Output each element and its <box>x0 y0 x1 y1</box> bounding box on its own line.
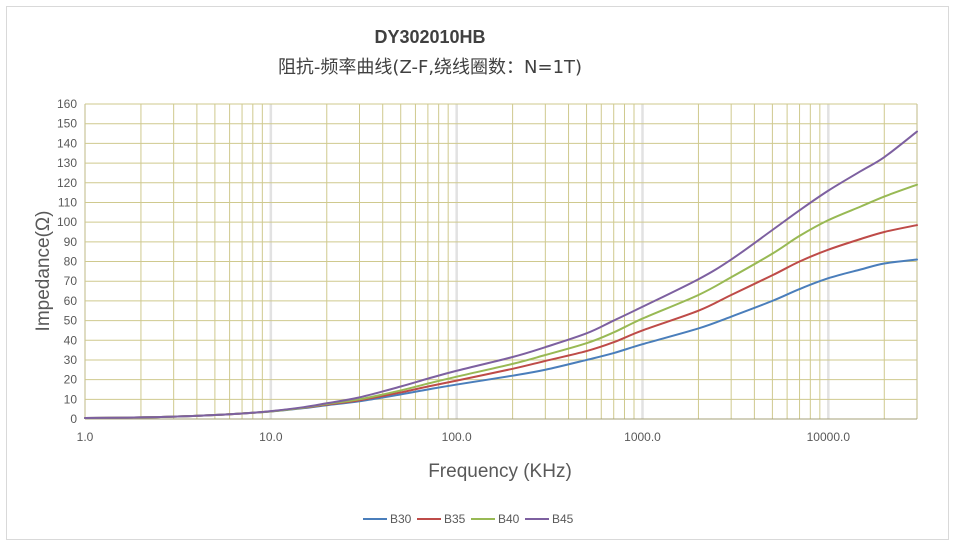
y-tick-label: 150 <box>57 117 77 131</box>
x-axis-tick-labels: 1.0 10.0 100.0 1000.0 10000.0 <box>77 430 851 444</box>
y-tick-label: 40 <box>64 333 78 347</box>
y-tick-label: 140 <box>57 136 77 150</box>
x-tick-label: 1.0 <box>77 430 94 444</box>
series-line-b45 <box>84 130 918 420</box>
y-tick-label: 120 <box>57 176 77 190</box>
y-axis-tick-labels: 0 10 20 30 40 50 60 70 80 90 100 110 120 130 140 150 160 <box>57 97 77 426</box>
chart-subtitle: 阻抗-频率曲线(Z-F,绕线圈数：N=1T) <box>278 57 582 78</box>
y-tick-label: 90 <box>64 235 78 249</box>
y-tick-label: 160 <box>57 97 77 111</box>
y-tick-label: 10 <box>64 392 78 406</box>
y-tick-label: 0 <box>70 412 77 426</box>
x-tick-label: 1000.0 <box>624 430 661 444</box>
y-tick-label: 30 <box>64 353 78 367</box>
y-tick-label: 80 <box>64 255 78 269</box>
legend-label-b30: B30 <box>390 512 412 526</box>
x-tick-label: 100.0 <box>442 430 472 444</box>
x-tick-label: 10000.0 <box>807 430 851 444</box>
x-tick-label: 10.0 <box>259 430 283 444</box>
y-tick-label: 110 <box>58 195 77 209</box>
y-tick-label: 130 <box>57 156 77 170</box>
chart-title: DY302010HB <box>374 27 485 47</box>
y-tick-label: 100 <box>57 215 77 229</box>
y-axis-title: Impedance(Ω) <box>33 211 54 332</box>
legend-label-b35: B35 <box>444 512 466 526</box>
y-tick-label: 60 <box>64 294 78 308</box>
y-tick-label: 50 <box>64 314 78 328</box>
major-gridlines <box>84 103 918 420</box>
x-axis-title: Frequency (KHz) <box>428 461 572 482</box>
y-tick-label: 20 <box>64 373 78 387</box>
legend-label-b45: B45 <box>552 512 574 526</box>
y-tick-label: 70 <box>64 274 78 288</box>
series-lines <box>84 130 918 420</box>
legend-label-b40: B40 <box>498 512 520 526</box>
legend: B30 B35 B40 B45 <box>363 512 574 526</box>
